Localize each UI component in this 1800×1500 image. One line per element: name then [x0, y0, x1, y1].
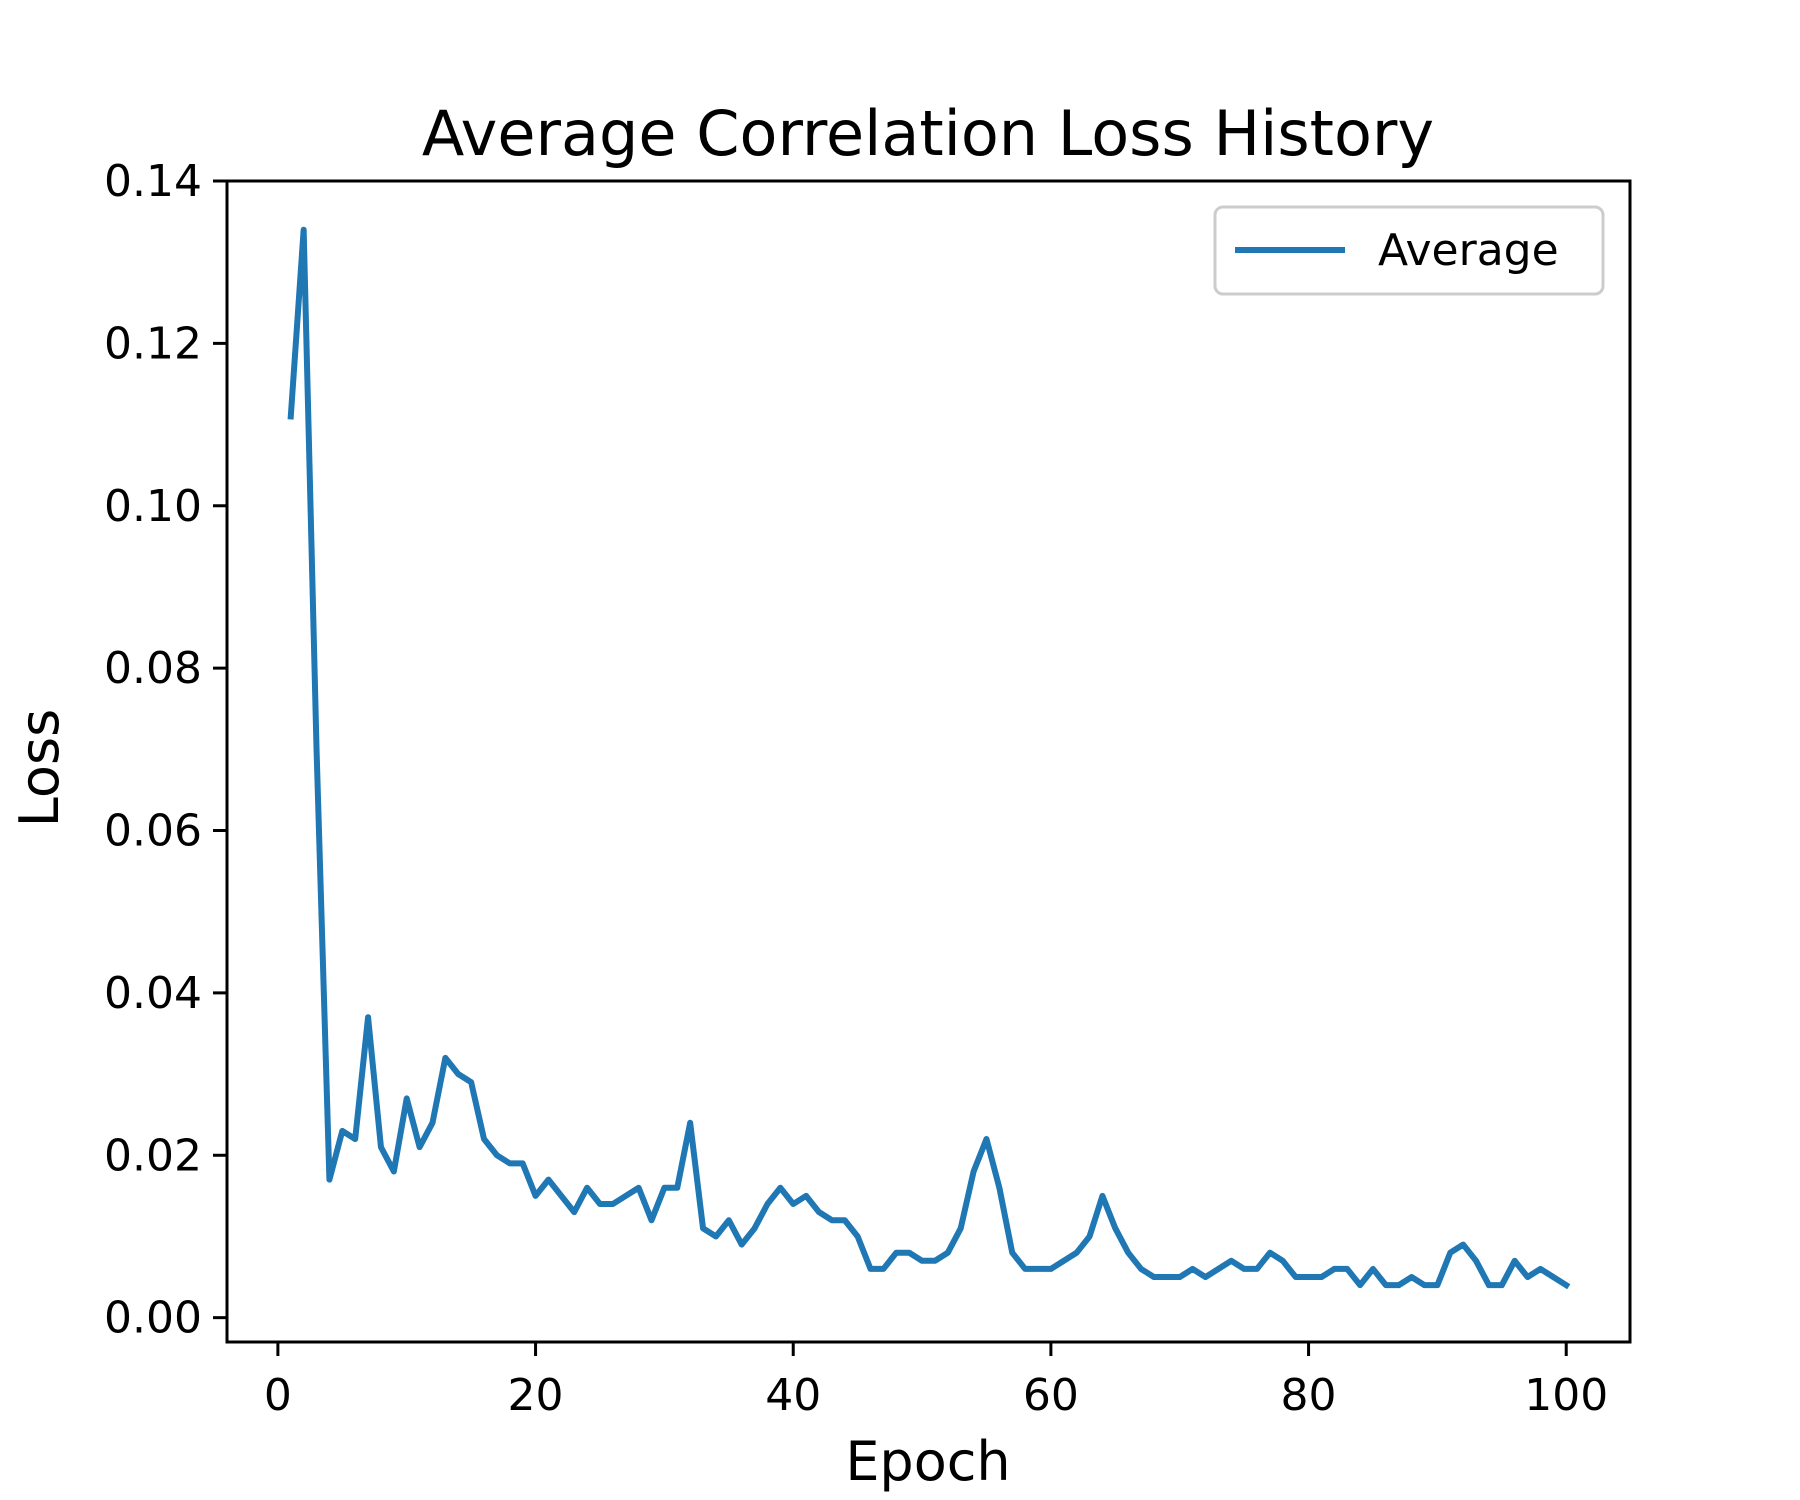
y-tick-label-4: 0.08: [104, 643, 202, 694]
x-tick-label-2: 40: [765, 1370, 821, 1421]
y-tick-label-5: 0.10: [104, 481, 202, 532]
chart-title: Average Correlation Loss History: [422, 97, 1434, 170]
y-tick-label-6: 0.12: [104, 318, 202, 369]
axes: 0 20 40 60 80 100 0.00 0.02 0.04 0.06 0.08 0.10 0.12…: [104, 156, 1632, 1421]
legend-box: [1213, 205, 1605, 296]
y-tick-label-1: 0.02: [104, 1130, 202, 1181]
plot-frame: [225, 179, 1632, 1344]
plot-area: [287, 226, 1571, 1290]
y-tick-label-0: 0.00: [104, 1293, 202, 1344]
x-tick-label-1: 20: [508, 1370, 564, 1421]
legend: Average: [1213, 205, 1605, 296]
y-tick-label-7: 0.14: [104, 156, 202, 207]
legend-series-label: Average: [1378, 225, 1559, 276]
y-tick-label-3: 0.06: [104, 806, 202, 857]
x-tick-label-5: 100: [1524, 1370, 1608, 1421]
x-tick-label-4: 80: [1281, 1370, 1337, 1421]
y-tick-label-2: 0.04: [104, 968, 202, 1019]
x-tick-label-0: 0: [264, 1370, 292, 1421]
x-axis-label: Epoch: [845, 1430, 1010, 1493]
series-line-0: [287, 226, 1571, 1290]
y-axis-label: Loss: [8, 709, 71, 827]
x-tick-label-3: 60: [1023, 1370, 1079, 1421]
